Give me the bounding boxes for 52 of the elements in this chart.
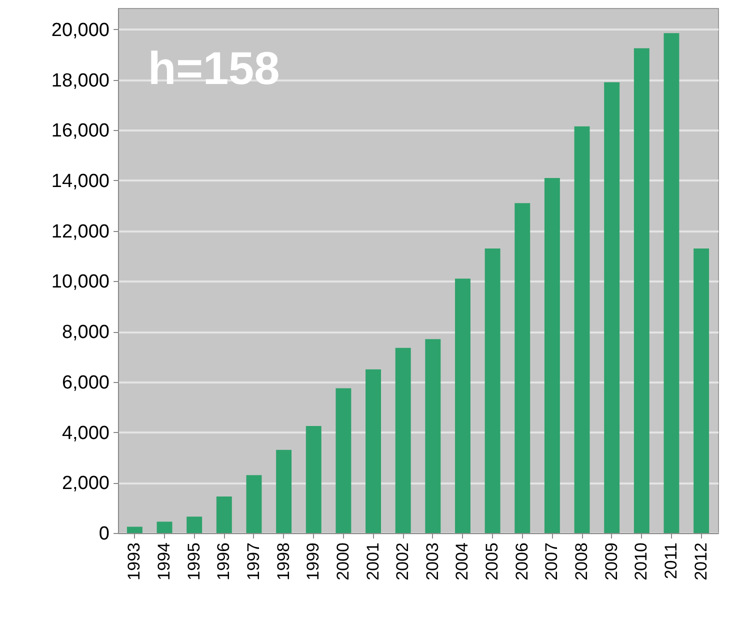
x-tick-label: 1997 (244, 542, 263, 580)
x-tick-label: 2006 (512, 542, 532, 580)
y-tick-label: 0 (98, 524, 110, 544)
annotation: h=158 (148, 42, 280, 94)
bar (544, 178, 560, 533)
x-tick-label: 1995 (184, 542, 204, 580)
x-tick-label: 2011 (661, 542, 680, 580)
x-tick-label: 2007 (542, 542, 562, 580)
y-tick-label: 4,000 (62, 422, 110, 444)
bar (514, 203, 530, 533)
bar (216, 496, 232, 533)
x-tick-label: 1993 (124, 542, 144, 580)
y-tick-label: 16,000 (51, 120, 110, 142)
x-tick-label: 2000 (333, 542, 352, 580)
y-tick-label: 2,000 (62, 473, 110, 494)
y-tick-label: 18,000 (51, 70, 110, 92)
y-tick-label: 20,000 (51, 20, 110, 41)
bar (246, 475, 262, 533)
y-tick-label: 14,000 (51, 170, 110, 192)
x-tick-label: 1996 (214, 542, 234, 580)
bar (574, 126, 590, 533)
x-tick-label: 2004 (452, 542, 472, 580)
bar (186, 516, 202, 533)
bar (664, 33, 680, 533)
x-tick-label: 1998 (274, 542, 293, 580)
y-tick-label: 8,000 (62, 322, 110, 344)
bar (336, 388, 352, 533)
bar (425, 339, 441, 533)
bar (484, 248, 500, 533)
x-tick-label: 2009 (602, 542, 621, 580)
x-tick-label: 2010 (632, 542, 651, 580)
bar (306, 426, 322, 533)
bar (395, 348, 411, 533)
y-tick-label: 6,000 (62, 372, 110, 394)
bar (126, 526, 142, 533)
bar (694, 248, 710, 533)
x-tick-label: 2012 (691, 542, 710, 580)
x-tick-label: 2002 (393, 542, 412, 580)
bar (455, 278, 470, 533)
x-tick-label: 1994 (154, 542, 174, 580)
x-tick-label: 2005 (482, 542, 502, 580)
x-tick-label: 2008 (572, 542, 592, 580)
bar (366, 369, 381, 533)
bar (604, 82, 620, 533)
bar (634, 48, 650, 533)
bar (156, 522, 172, 533)
y-tick-label: 12,000 (51, 221, 110, 242)
x-tick-label: 2003 (422, 542, 442, 580)
bar (276, 450, 292, 533)
x-tick-label: 1999 (304, 542, 323, 580)
y-tick-label: 10,000 (51, 272, 110, 293)
x-tick-label: 2001 (363, 542, 382, 580)
